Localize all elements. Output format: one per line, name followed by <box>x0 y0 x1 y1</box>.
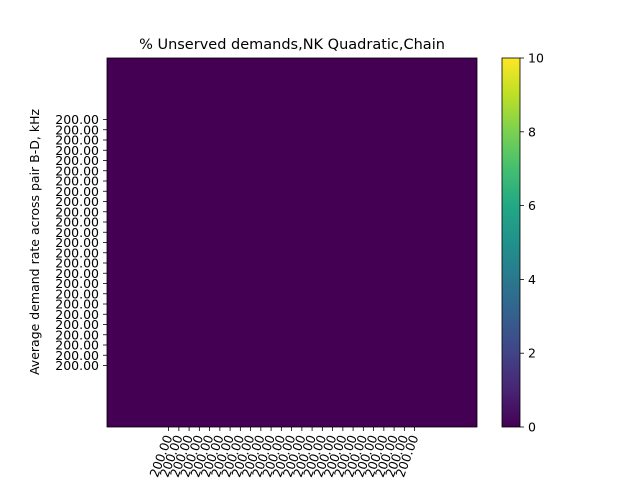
y-tick-label: 200.00 <box>55 276 99 291</box>
y-tick-label: 200.00 <box>55 215 99 230</box>
y-tick-label: 200.00 <box>55 235 99 250</box>
y-tick-label: 200.00 <box>55 358 99 373</box>
y-tick-label: 200.00 <box>55 297 99 312</box>
plot-area <box>106 57 478 428</box>
y-tick-label: 200.00 <box>55 317 99 332</box>
colorbar-tick-label: 8 <box>528 124 536 139</box>
y-tick-label: 200.00 <box>55 225 99 240</box>
y-tick-label: 200.00 <box>55 133 99 148</box>
y-tick-label: 200.00 <box>55 122 99 137</box>
colorbar-tick-label: 6 <box>528 198 536 213</box>
y-tick-label: 200.00 <box>55 286 99 301</box>
y-tick-label: 200.00 <box>55 307 99 322</box>
y-tick-label: 200.00 <box>55 348 99 363</box>
y-axis-ticks: 200.00200.00200.00200.00200.00200.00200.… <box>55 112 107 373</box>
y-tick-label: 200.00 <box>55 204 99 219</box>
colorbar: 0 2 4 6 8 10 <box>501 51 544 435</box>
y-tick-label: 200.00 <box>55 338 99 353</box>
colorbar-tick-label: 10 <box>528 51 544 66</box>
x-axis-ticks: 200.00200.00200.00200.00200.00200.00200.… <box>146 427 421 479</box>
y-tick-label: 200.00 <box>55 245 99 260</box>
chart-title: % Unserved demands,NK Quadratic,Chain <box>139 37 445 53</box>
colorbar-tick-label: 2 <box>528 346 536 361</box>
y-tick-label: 200.00 <box>55 174 99 189</box>
y-tick-label: 200.00 <box>55 194 99 209</box>
y-tick-label: 200.00 <box>55 163 99 178</box>
colorbar-tick-label: 4 <box>528 272 536 287</box>
colorbar-gradient <box>501 57 521 428</box>
y-tick-label: 200.00 <box>55 153 99 168</box>
y-tick-label: 200.00 <box>55 266 99 281</box>
y-tick-label: 200.00 <box>55 327 99 342</box>
y-tick-label: 200.00 <box>55 112 99 127</box>
y-tick-label: 200.00 <box>55 143 99 158</box>
y-tick-label: 200.00 <box>55 256 99 271</box>
colorbar-tick-label: 0 <box>528 420 536 435</box>
y-tick-label: 200.00 <box>55 184 99 199</box>
y-axis-label: Average demand rate across pair B-D, kHz <box>27 109 42 375</box>
heatmap-cell <box>107 58 477 427</box>
